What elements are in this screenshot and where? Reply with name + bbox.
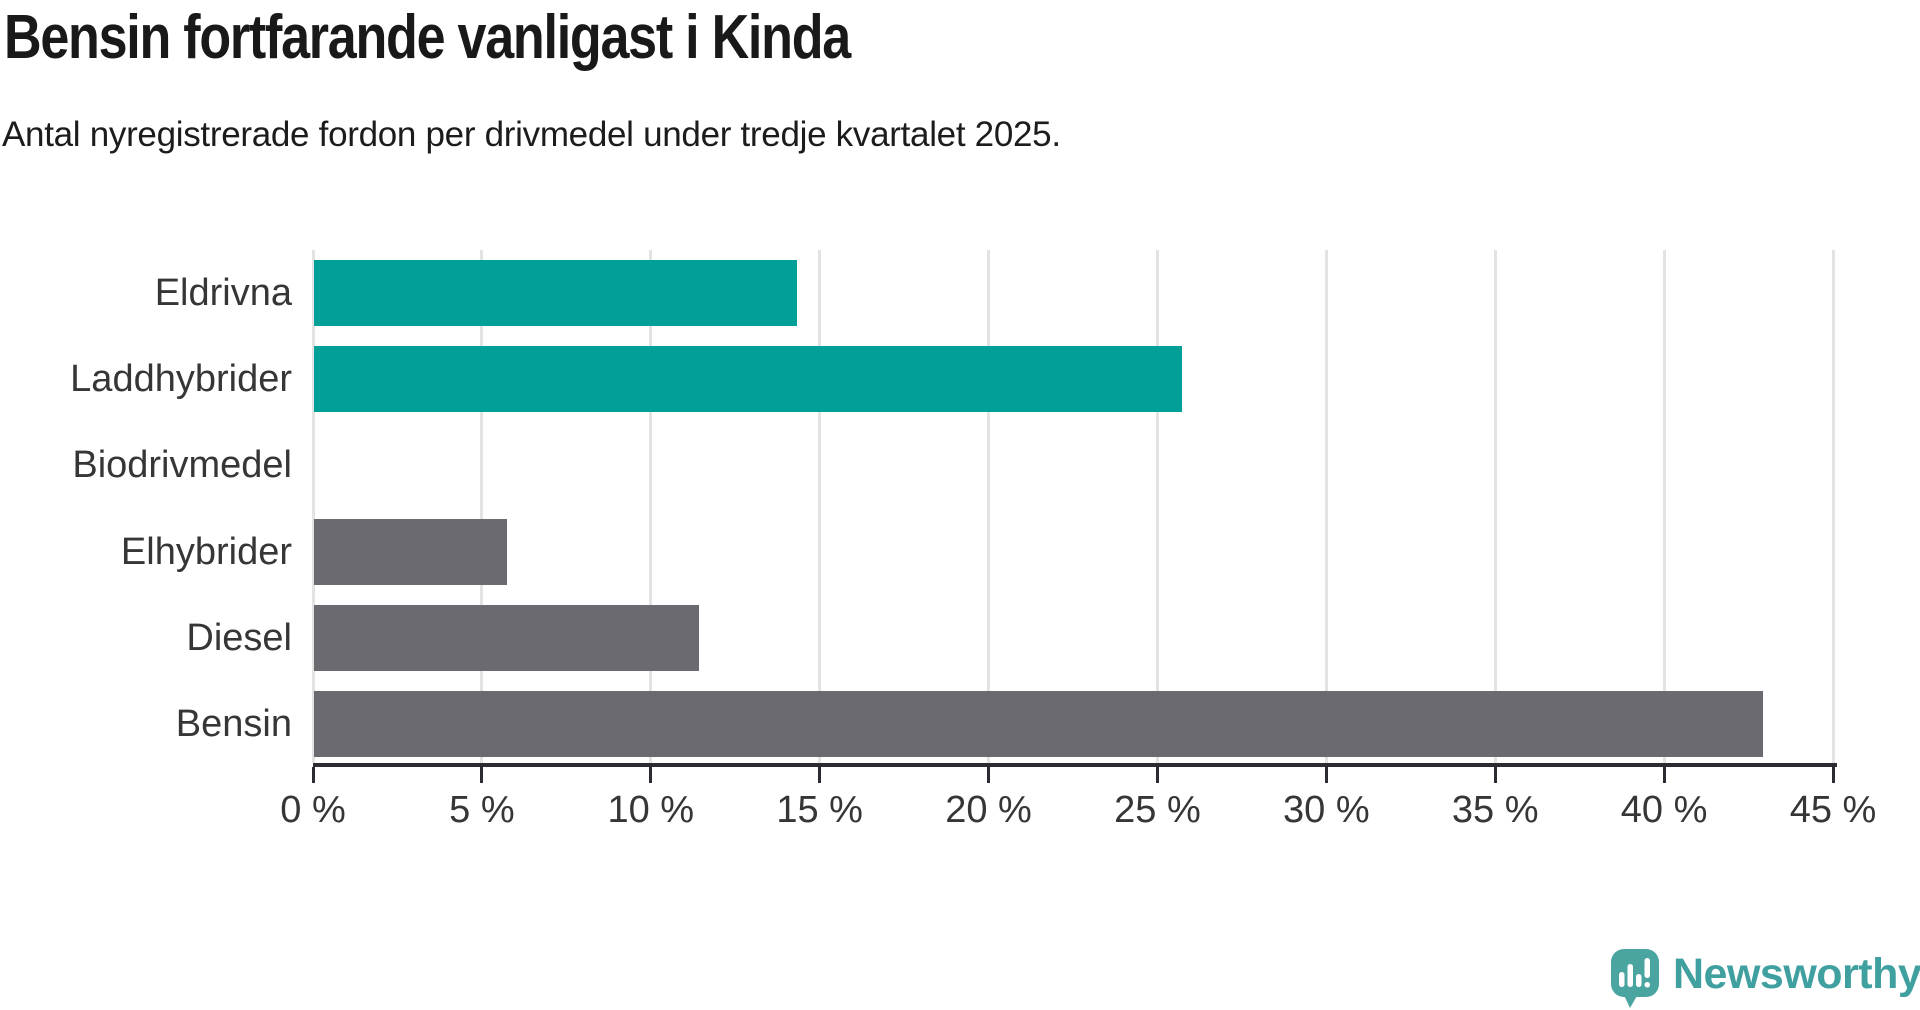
gridline-40 [1662, 250, 1666, 763]
x-tick-label: 30 % [1283, 789, 1370, 831]
gridline-20 [987, 250, 991, 763]
x-axis-line [313, 763, 1837, 767]
category-label-elhybrider: Elhybrider [120, 530, 292, 573]
x-tick-label: 20 % [945, 789, 1032, 831]
bar-elhybrider [314, 518, 507, 585]
bar-eldrivna [314, 260, 798, 326]
bar-bensin [314, 690, 1764, 757]
bar-diesel [314, 604, 700, 671]
axis-tick-25 [1155, 767, 1159, 783]
axis-tick-40 [1662, 767, 1666, 783]
category-label-biodrivmedel: Biodrivmedel [72, 444, 292, 487]
chart-subtitle: Antal nyregistrerade fordon per drivmede… [2, 115, 1061, 154]
x-tick-label: 0 % [280, 789, 346, 831]
axis-tick-35 [1493, 767, 1497, 783]
gridline-35 [1493, 250, 1497, 763]
category-label-bensin: Bensin [175, 702, 292, 745]
plot-area: 0 % 5 % 10 % 15 % 20 % 25 % 30 % 35 % 40 % 45 % El… [70, 250, 1877, 831]
x-tick-label: 35 % [1451, 789, 1539, 831]
gridline-5 [480, 250, 484, 763]
axis-tick-5 [480, 767, 484, 783]
axis-tick-0 [311, 767, 315, 783]
x-tick-label: 10 % [607, 789, 695, 831]
gridline-30 [1324, 250, 1328, 763]
newsworthy-speech-bubble-chart-icon [1611, 949, 1659, 1008]
chart-title: Bensin fortfarande vanligast i Kinda [4, 3, 851, 72]
x-tick-label: 25 % [1114, 789, 1201, 831]
x-tick-label: 5 % [449, 789, 515, 831]
category-label-diesel: Diesel [186, 616, 292, 659]
gridline-15 [818, 250, 822, 763]
newsworthy-logo: Newsworthy [1611, 949, 1920, 1010]
x-tick-label: 15 % [776, 789, 863, 831]
x-tick-label: 40 % [1620, 789, 1708, 831]
gridline-25 [1155, 250, 1159, 763]
gridline-10 [649, 250, 653, 763]
axis-tick-20 [987, 767, 991, 783]
gridline-0 [311, 250, 315, 763]
category-label-eldrivna: Eldrivna [154, 272, 292, 315]
category-label-laddhybrider: Laddhybrider [70, 358, 292, 401]
bar-laddhybrider [314, 346, 1183, 413]
axis-tick-15 [818, 767, 822, 783]
axis-tick-10 [649, 767, 653, 783]
newsworthy-logo-text: Newsworthy [1673, 950, 1920, 998]
gridline-45 [1831, 250, 1835, 763]
axis-tick-45 [1831, 767, 1835, 783]
axis-tick-30 [1324, 767, 1328, 783]
x-tick-label: 45 % [1789, 789, 1877, 831]
